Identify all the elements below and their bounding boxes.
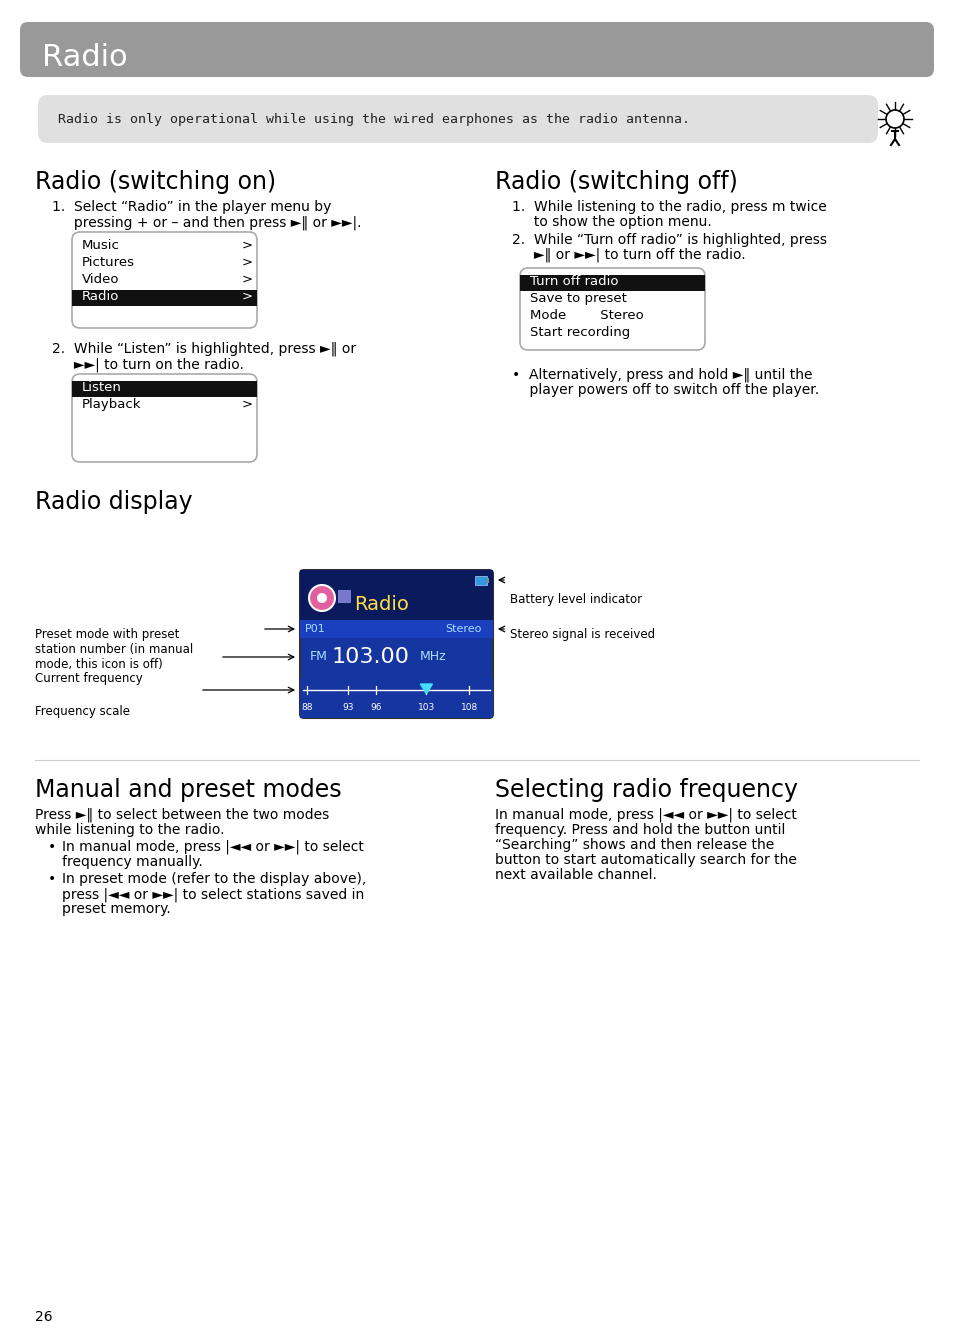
Text: •: • xyxy=(48,840,56,854)
Circle shape xyxy=(316,594,327,603)
Text: P01: P01 xyxy=(305,624,325,634)
Text: Radio: Radio xyxy=(42,43,128,71)
Text: Turn off radio: Turn off radio xyxy=(530,275,618,288)
FancyBboxPatch shape xyxy=(71,374,256,462)
Text: In manual mode, press |◄◄ or ►►| to select: In manual mode, press |◄◄ or ►►| to sele… xyxy=(62,840,363,855)
Bar xyxy=(71,381,256,397)
Bar xyxy=(519,275,704,291)
FancyBboxPatch shape xyxy=(38,95,877,143)
Text: ►‖ or ►►| to turn off the radio.: ►‖ or ►►| to turn off the radio. xyxy=(512,248,745,263)
Text: while listening to the radio.: while listening to the radio. xyxy=(35,823,224,838)
Text: 93: 93 xyxy=(342,704,354,713)
Text: button to start automatically search for the: button to start automatically search for… xyxy=(495,854,796,867)
Bar xyxy=(299,570,493,620)
Text: player powers off to switch off the player.: player powers off to switch off the play… xyxy=(512,383,819,397)
Text: >: > xyxy=(242,256,253,269)
Text: FM: FM xyxy=(310,650,328,663)
Text: Radio: Radio xyxy=(354,595,409,615)
Text: >: > xyxy=(242,289,253,303)
Text: Save to preset: Save to preset xyxy=(530,292,626,306)
Text: 103: 103 xyxy=(417,704,435,713)
FancyBboxPatch shape xyxy=(299,570,493,718)
Text: to show the option menu.: to show the option menu. xyxy=(512,214,711,229)
Text: next available channel.: next available channel. xyxy=(495,868,657,882)
Text: 1.  While listening to the radio, press m twice: 1. While listening to the radio, press m… xyxy=(512,200,826,214)
Bar xyxy=(486,578,489,583)
Text: frequency manually.: frequency manually. xyxy=(62,855,203,870)
FancyBboxPatch shape xyxy=(71,232,256,328)
Text: In manual mode, press |◄◄ or ►►| to select: In manual mode, press |◄◄ or ►►| to sele… xyxy=(495,808,796,823)
Text: Manual and preset modes: Manual and preset modes xyxy=(35,779,341,803)
Text: Frequency scale: Frequency scale xyxy=(35,705,130,718)
Text: •: • xyxy=(48,872,56,886)
Bar xyxy=(337,590,350,602)
Text: •  Alternatively, press and hold ►‖ until the: • Alternatively, press and hold ►‖ until… xyxy=(512,369,812,382)
Text: pressing + or – and then press ►‖ or ►►|.: pressing + or – and then press ►‖ or ►►|… xyxy=(52,214,361,229)
Text: Pictures: Pictures xyxy=(82,256,135,269)
Text: Music: Music xyxy=(82,239,120,252)
Text: In preset mode (refer to the display above),: In preset mode (refer to the display abo… xyxy=(62,872,366,886)
Text: ►►| to turn on the radio.: ►►| to turn on the radio. xyxy=(52,356,244,371)
Circle shape xyxy=(309,586,335,611)
Text: Preset mode with preset
station number (in manual
mode, this icon is off): Preset mode with preset station number (… xyxy=(35,628,193,671)
Bar xyxy=(475,576,486,586)
Text: Battery level indicator: Battery level indicator xyxy=(510,594,641,606)
Text: >: > xyxy=(242,273,253,285)
Text: 2.  While “Turn off radio” is highlighted, press: 2. While “Turn off radio” is highlighted… xyxy=(512,233,826,247)
Circle shape xyxy=(885,110,903,129)
Text: press |◄◄ or ►►| to select stations saved in: press |◄◄ or ►►| to select stations save… xyxy=(62,887,364,902)
FancyBboxPatch shape xyxy=(519,268,704,350)
Text: Video: Video xyxy=(82,273,119,285)
Text: 96: 96 xyxy=(370,704,381,713)
Bar xyxy=(299,678,493,718)
Text: Press ►‖ to select between the two modes: Press ►‖ to select between the two modes xyxy=(35,808,329,823)
Text: Radio (switching off): Radio (switching off) xyxy=(495,170,737,194)
Text: 1.  Select “Radio” in the player menu by: 1. Select “Radio” in the player menu by xyxy=(52,200,331,214)
Text: >: > xyxy=(242,239,253,252)
Text: “Searching” shows and then release the: “Searching” shows and then release the xyxy=(495,838,774,852)
Text: Radio display: Radio display xyxy=(35,490,193,515)
FancyBboxPatch shape xyxy=(20,21,933,76)
Text: Listen: Listen xyxy=(82,381,122,394)
Bar xyxy=(299,620,493,638)
Text: Stereo signal is received: Stereo signal is received xyxy=(510,628,655,641)
Text: Mode        Stereo: Mode Stereo xyxy=(530,310,643,322)
Text: Radio (switching on): Radio (switching on) xyxy=(35,170,275,194)
Text: 26: 26 xyxy=(35,1311,52,1324)
Text: Stereo: Stereo xyxy=(444,624,481,634)
Text: >: > xyxy=(242,398,253,411)
Text: Playback: Playback xyxy=(82,398,141,411)
Text: Radio: Radio xyxy=(82,289,119,303)
Text: Start recording: Start recording xyxy=(530,326,630,339)
Text: 103.00: 103.00 xyxy=(332,647,410,667)
Text: Current frequency: Current frequency xyxy=(35,671,143,685)
Text: preset memory.: preset memory. xyxy=(62,902,171,917)
Text: 108: 108 xyxy=(460,704,477,713)
Text: Selecting radio frequency: Selecting radio frequency xyxy=(495,779,797,803)
Text: 2.  While “Listen” is highlighted, press ►‖ or: 2. While “Listen” is highlighted, press … xyxy=(52,342,355,356)
Text: frequency. Press and hold the button until: frequency. Press and hold the button unt… xyxy=(495,823,784,838)
Text: Radio is only operational while using the wired earphones as the radio antenna.: Radio is only operational while using th… xyxy=(58,113,689,126)
Text: 88: 88 xyxy=(301,704,313,713)
Polygon shape xyxy=(420,683,432,694)
Bar xyxy=(71,289,256,306)
Text: MHz: MHz xyxy=(419,650,446,663)
